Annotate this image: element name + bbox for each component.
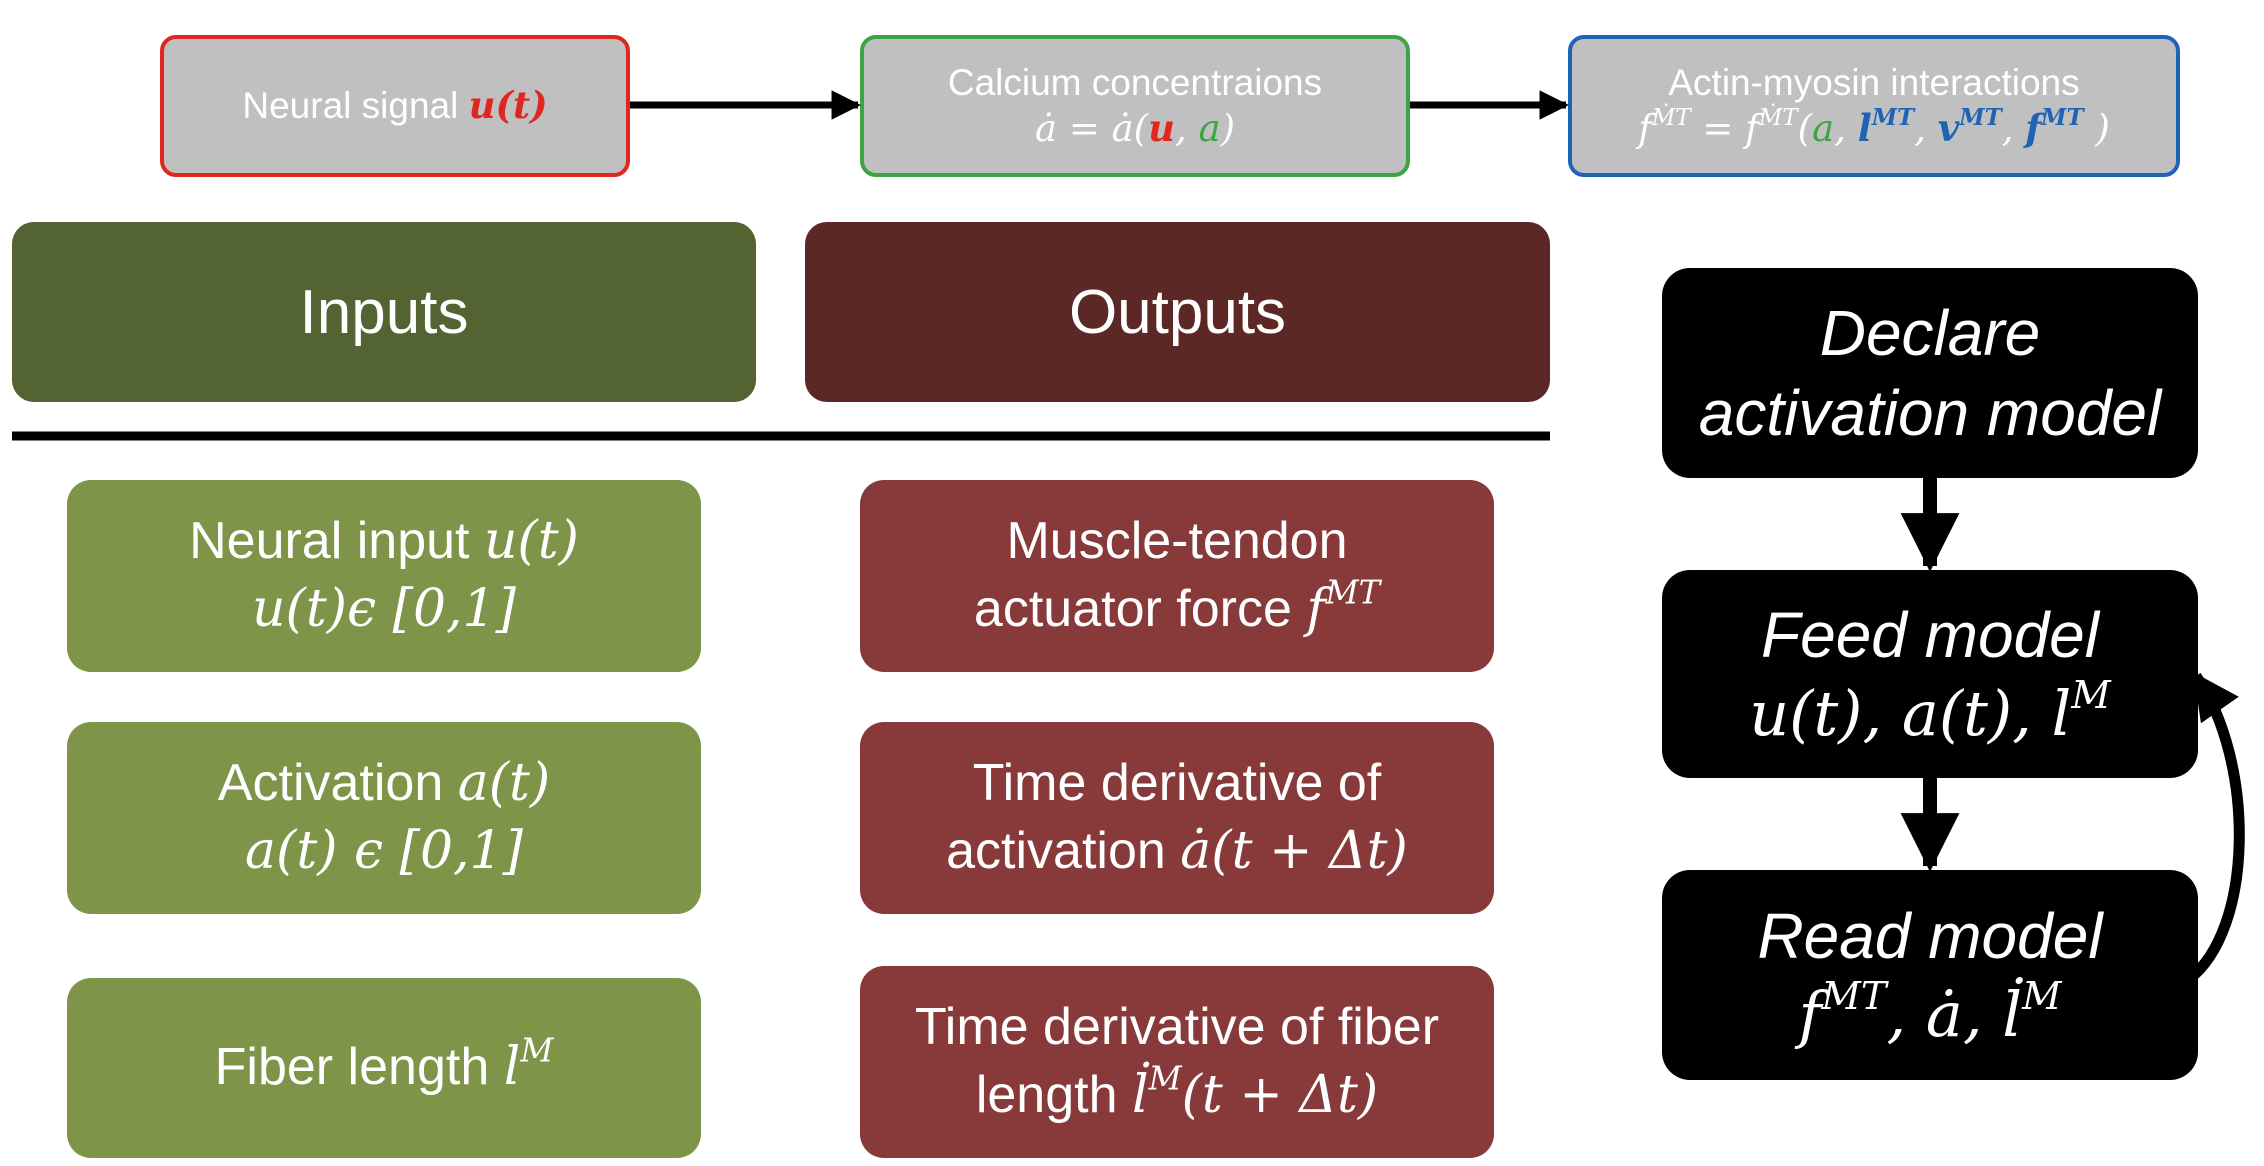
inputs-header-label: Inputs [299,277,469,347]
output-fiber-derivative: Time derivative of fiber length l̇M(t + … [860,966,1494,1158]
declare-model-box: Declare activation model [1662,268,2198,478]
input-neural-line1: Neural input u(t) [189,511,579,572]
feed-model-title: Feed model [1761,599,2099,672]
output-activation-derivative-line1: Time derivative of [972,754,1382,813]
output-activation-derivative-line2: activation ȧ(t + Δt) [946,821,1408,881]
neural-signal-box: Neural signal u(t) [160,35,630,177]
input-neural: Neural input u(t) u(t)ϵ [0,1] [67,480,701,672]
feed-model-box: Feed model u(t), a(t), lM [1662,570,2198,778]
read-model-title: Read model [1757,900,2103,973]
actin-myosin-box: Actin-myosin interactions fṀT = fṀT(a, l… [1568,35,2180,177]
output-force-line1: Muscle-tendon [1006,512,1348,571]
input-activation-range: a(t) ϵ [0,1] [245,821,523,881]
output-force: Muscle-tendon actuator force fMT [860,480,1494,672]
actin-myosin-equation: fṀT = fṀT(a, lMT, vMT, fMT ) [1638,103,2110,150]
input-fiber-length: Fiber length lM [67,978,701,1158]
output-force-line2: actuator force fMT [973,573,1381,639]
neural-signal-var: u(t) [468,83,548,128]
declare-model-line1: Declare [1819,297,2041,369]
neural-signal-label: Neural signal u(t) [242,83,548,128]
output-activation-derivative: Time derivative of activation ȧ(t + Δt) [860,722,1494,914]
input-neural-range: u(t)ϵ [0,1] [252,579,516,639]
outputs-header: Outputs [805,222,1550,402]
read-model-box: Read model fMT, ȧ, l̇M [1662,870,2198,1080]
calcium-box: Calcium concentraions ȧ = ȧ(u, a) [860,35,1410,177]
outputs-header-label: Outputs [1068,277,1287,347]
input-activation-line1: Activation a(t) [217,753,551,814]
arrow-read-to-feed-loop [2184,672,2245,985]
feed-model-vars: u(t), a(t), lM [1749,673,2111,751]
declare-model-line2: activation model [1698,377,2162,449]
output-fiber-derivative-line2: length l̇M(t + Δt) [975,1059,1379,1125]
calcium-title: Calcium concentraions [947,62,1323,104]
read-model-vars: fMT, ȧ, l̇M [1798,974,2062,1052]
inputs-header: Inputs [12,222,756,402]
input-fiber-length-line1: Fiber length lM [214,1031,554,1098]
actin-myosin-title: Actin-myosin interactions [1668,62,2080,104]
input-activation: Activation a(t) a(t) ϵ [0,1] [67,722,701,914]
output-fiber-derivative-line1: Time derivative of fiber [914,998,1440,1057]
calcium-equation: ȧ = ȧ(u, a) [1034,105,1235,150]
